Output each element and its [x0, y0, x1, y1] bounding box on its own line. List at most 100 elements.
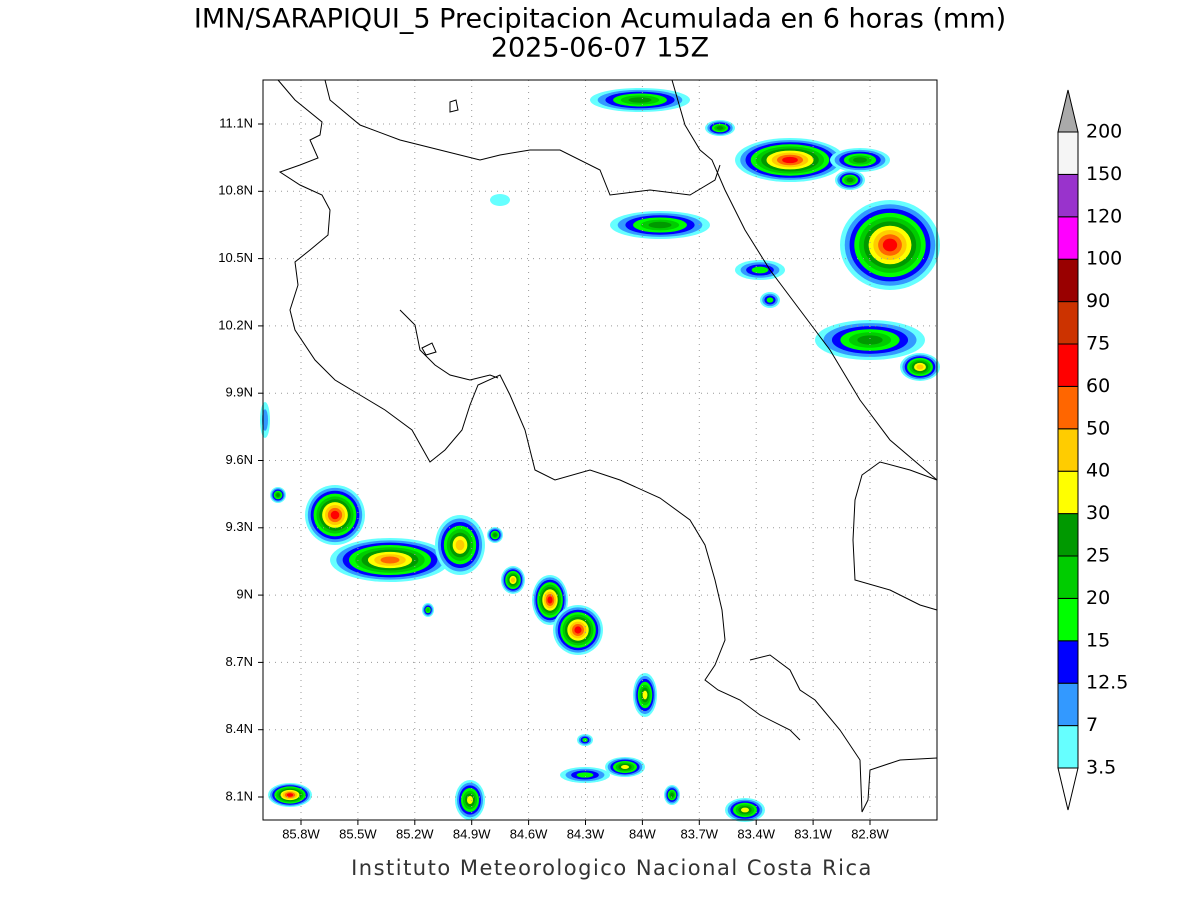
lat-label: 10.8N: [218, 183, 253, 198]
rain-cell: [574, 626, 582, 634]
coast: [277, 79, 801, 741]
colorbar-label: 3.5: [1086, 757, 1116, 779]
lon-label: 85.2W: [396, 826, 434, 841]
rain-cell: [741, 807, 749, 813]
colorbar-top: [1057, 89, 1079, 133]
colorbar-label: 75: [1086, 333, 1110, 355]
lat-label: 9.3N: [226, 519, 253, 534]
rain-cell: [547, 596, 553, 604]
rain-cell: [286, 793, 294, 797]
rain-cell: [493, 533, 497, 537]
lat-label: 9.6N: [226, 452, 253, 467]
colorbar-segment: [1057, 258, 1079, 303]
lat-label: 8.4N: [226, 721, 253, 736]
axis-labels: 11.1N 10.8N 10.5N 10.2N 9.9N 9.6N 9.3N 9N 8.7N 8.…: [218, 115, 889, 841]
rain-cell: [670, 792, 674, 798]
colorbar-bottom: [1057, 767, 1079, 811]
rain-cell: [751, 266, 769, 274]
rain-cell: [648, 221, 672, 229]
colorbar-segment: [1057, 682, 1079, 727]
colorbar-label: 150: [1086, 163, 1122, 185]
rain-cell: [276, 493, 280, 497]
colorbar-segment: [1057, 513, 1079, 557]
rain-cell: [642, 690, 648, 700]
colorbar-label: 30: [1086, 502, 1110, 524]
lon-label: 83.1W: [794, 826, 832, 841]
colorbar-segment: [1057, 555, 1079, 599]
colorbar-label: 100: [1086, 248, 1122, 270]
lat-label: 10.5N: [218, 250, 253, 265]
lat-label: 8.1N: [226, 788, 253, 803]
colorbar-label: 60: [1086, 375, 1110, 397]
colorbar-segment: [1057, 640, 1079, 684]
lon-label: 84.6W: [510, 826, 548, 841]
lat-label: 10.2N: [218, 317, 253, 332]
footer: Instituto Meteorologico Nacional Costa R…: [351, 856, 873, 880]
colorbar-label: 200: [1086, 121, 1122, 143]
lon-label: 84W: [629, 826, 656, 841]
rain-cell: [853, 157, 867, 163]
lat-label: 9.9N: [226, 385, 253, 400]
coastlines: [277, 79, 938, 813]
precipitation: [260, 88, 940, 822]
lon-label: 85.5W: [339, 826, 377, 841]
lon-label: 84.3W: [567, 826, 605, 841]
colorbar-label: 7: [1086, 714, 1098, 736]
colorbar-segment: [1057, 470, 1079, 515]
lon-label: 83.7W: [681, 826, 719, 841]
border: [324, 79, 721, 196]
rain-cell: [455, 539, 465, 551]
gulf-coast: [399, 309, 499, 381]
rain-cell: [782, 156, 798, 164]
colorbar-label: 20: [1086, 587, 1110, 609]
rain-cell: [628, 97, 652, 103]
rain-cell: [846, 177, 854, 183]
rain-cell: [380, 556, 400, 564]
colorbar-label: 40: [1086, 460, 1110, 482]
colorbar-segment: [1057, 216, 1079, 260]
rain-cell: [467, 796, 473, 804]
colorbar-segment: [1057, 385, 1079, 430]
colorbar-segment: [1057, 428, 1079, 472]
colorbar-segment: [1057, 131, 1079, 175]
lon-label: 83.4W: [737, 826, 775, 841]
caribbean-coast: [671, 79, 938, 481]
lat-label: 11.1N: [219, 115, 253, 130]
grid: [263, 80, 937, 820]
rain-cell: [766, 297, 774, 303]
colorbar-label: 50: [1086, 417, 1110, 439]
colorbar-segment: [1057, 343, 1079, 387]
colorbar-segment: [1057, 301, 1079, 345]
island: [421, 342, 437, 356]
rain-cell: [916, 364, 924, 370]
rain-cell: [426, 608, 430, 612]
colorbar-label: 90: [1086, 290, 1110, 312]
title: IMN/SARAPIQUI_5 Precipitacion Acumulada …: [194, 4, 1006, 35]
lat-label: 9N: [236, 587, 253, 602]
lat-label: 8.7N: [226, 654, 253, 669]
lon-label: 84.9W: [453, 826, 491, 841]
rain-cell: [621, 765, 629, 769]
rain-cell: [857, 335, 883, 345]
rain-cell: [330, 510, 340, 520]
map-frame: [262, 79, 938, 821]
colorbar-label: 12.5: [1086, 672, 1128, 694]
south-coast: [749, 654, 938, 813]
colorbar-segment: [1057, 597, 1079, 642]
colorbar-label: 120: [1086, 205, 1122, 227]
colorbar-segment: [1057, 173, 1079, 218]
rain-cell: [490, 194, 510, 206]
rain-cell: [882, 238, 898, 252]
colorbar: 3.5 7 12.5 15 20 25 30 40 50 60 75 90 100 120 150 200: [1057, 89, 1128, 811]
colorbar-label: 25: [1086, 545, 1110, 567]
lon-label: 85.8W: [282, 826, 320, 841]
rain-cell: [510, 577, 516, 583]
lake: [449, 99, 459, 113]
panama-coast: [852, 461, 938, 611]
rain-cell: [716, 126, 724, 130]
rain-cell: [576, 772, 594, 778]
colorbar-label: 15: [1086, 629, 1110, 651]
subtitle: 2025-06-07 15Z: [491, 33, 709, 64]
colorbar-segment: [1057, 725, 1079, 769]
